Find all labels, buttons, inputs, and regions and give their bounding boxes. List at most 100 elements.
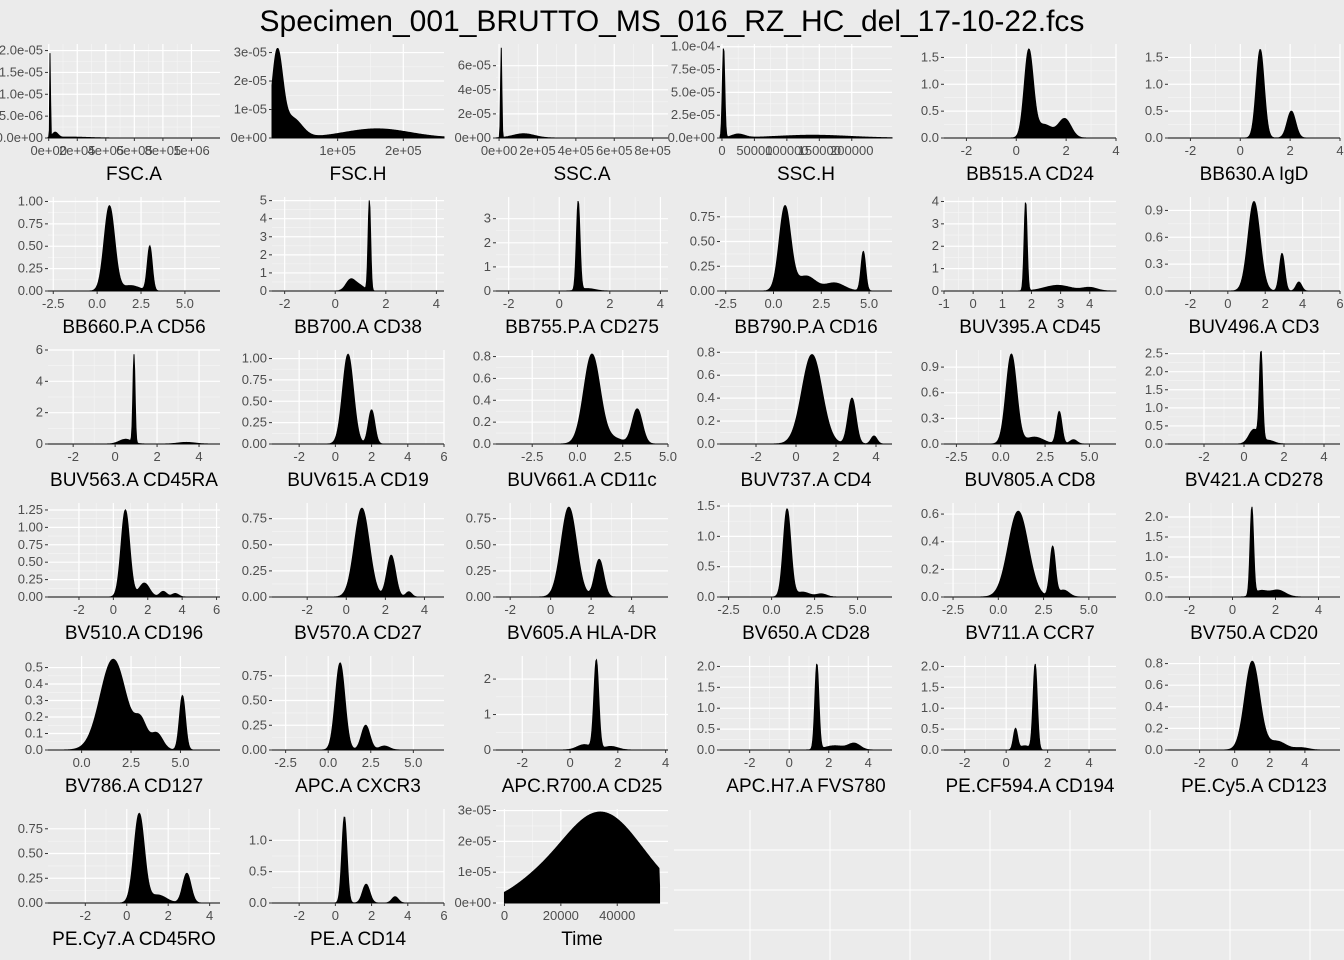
y-tick-label: 4	[260, 211, 267, 226]
x-tick-label: -2.5	[42, 296, 64, 311]
y-tick-label: 0.00	[466, 589, 491, 604]
x-tick-label: 2.5	[812, 296, 830, 311]
y-tick-label: 1.25	[18, 502, 43, 517]
x-tick-label: 4	[404, 449, 411, 464]
y-tick-label: 0.6	[697, 367, 715, 382]
x-tick-label: 4	[1112, 143, 1119, 158]
x-axis-label: BV605.A HLA-DR	[507, 623, 657, 644]
x-axis-label: Time	[561, 929, 603, 950]
density-curve	[720, 205, 892, 292]
density-panel-fsc-a: 0.0e+00 5.0e-06 1.0e-05 1.5e-05 2.0e-05 0e+00…	[0, 43, 220, 185]
x-tick-label: 2	[165, 908, 172, 923]
density-curve	[272, 662, 444, 751]
x-tick-label: 0e+00	[481, 143, 518, 158]
x-axis-label: BV711.A CCR7	[965, 623, 1095, 644]
y-tick-label: 0.3	[1145, 256, 1163, 271]
x-tick-label: 200000	[830, 143, 873, 158]
y-tick-label: 0e+00	[454, 130, 491, 145]
x-tick-label: -1	[938, 296, 950, 311]
y-tick-label: 1.00	[18, 193, 43, 208]
x-tick-label: 8e+05	[634, 143, 671, 158]
x-tick-label: 2	[587, 602, 594, 617]
x-tick-label: 0	[112, 449, 119, 464]
y-tick-label: 5.0e-06	[0, 108, 43, 123]
y-tick-label: 0.0	[1145, 436, 1163, 451]
x-tick-label: 1e+05	[319, 143, 356, 158]
y-tick-label: 2.0	[697, 658, 715, 673]
x-tick-label: 150000	[798, 143, 841, 158]
y-tick-label: 6	[36, 342, 43, 357]
x-tick-label: 4	[433, 296, 440, 311]
y-tick-label: 0.8	[473, 349, 491, 364]
x-tick-label: 2	[144, 602, 151, 617]
y-tick-label: 0.0	[921, 742, 939, 757]
x-tick-label: -2	[750, 449, 762, 464]
y-tick-label: 4	[932, 193, 939, 208]
y-tick-label: 1e-05	[234, 102, 267, 117]
x-tick-label: -2	[301, 602, 313, 617]
x-tick-label: 0	[556, 296, 563, 311]
panel-background	[496, 44, 668, 138]
y-tick-label: 0.75	[690, 209, 715, 224]
x-axis-label: BB660.P.A CD56	[62, 317, 205, 338]
y-tick-label: 0.75	[242, 372, 267, 387]
x-tick-label: 0.0	[568, 449, 586, 464]
x-tick-label: 4	[421, 602, 428, 617]
y-tick-label: 3e-05	[458, 803, 491, 818]
x-axis-label: BV786.A CD127	[65, 776, 203, 797]
y-tick-label: 0.00	[242, 589, 267, 604]
x-axis-label: BUV496.A CD3	[1189, 317, 1320, 338]
y-tick-label: 0.5	[697, 559, 715, 574]
y-tick-label: 0.3	[921, 410, 939, 425]
density-curve	[271, 47, 445, 139]
density-curve	[720, 663, 892, 751]
x-tick-label: 20000	[543, 908, 579, 923]
y-tick-label: 3e-05	[234, 45, 267, 60]
y-tick-label: 1	[260, 265, 267, 280]
density-panel-buv496-a-cd3: 0.0 0.3 0.6 0.9 -2 0 2 4 6 BUV496.A CD3	[1145, 197, 1344, 338]
y-tick-label: 2e-05	[458, 833, 491, 848]
y-tick-label: 1e-05	[458, 864, 491, 879]
density-curve	[496, 658, 668, 751]
x-tick-label: 0e+00	[30, 143, 67, 158]
density-curve	[1168, 660, 1340, 751]
y-tick-label: 0.50	[242, 393, 267, 408]
y-tick-label: 0.5	[25, 660, 43, 675]
density-curve	[1168, 350, 1340, 445]
y-tick-label: 0.4	[1145, 699, 1163, 714]
density-curve	[495, 47, 668, 139]
x-tick-label: 0.0	[763, 602, 781, 617]
density-curve	[496, 353, 668, 445]
y-tick-label: 0.8	[1145, 656, 1163, 671]
y-tick-label: 0.4	[697, 390, 715, 405]
y-tick-label: 5	[260, 193, 267, 208]
x-tick-label: 0	[1224, 296, 1231, 311]
y-tick-label: 0.0e+00	[668, 130, 715, 145]
x-tick-label: 2.5	[614, 449, 632, 464]
y-tick-label: 0.75	[18, 821, 43, 836]
panel-background	[1168, 350, 1340, 444]
y-tick-label: 0.0	[697, 589, 715, 604]
x-tick-label: 5.0	[171, 755, 189, 770]
y-tick-label: 0.00	[18, 589, 43, 604]
y-tick-label: 2e-05	[458, 106, 491, 121]
x-tick-label: 0.0	[319, 755, 337, 770]
x-tick-label: 5.0	[1080, 449, 1098, 464]
y-tick-label: 0.5	[249, 864, 267, 879]
x-axis-label: BB790.P.A CD16	[734, 317, 877, 338]
x-axis-label: APC.R700.A CD25	[502, 776, 663, 797]
y-tick-label: 0.0	[1145, 742, 1163, 757]
density-panel-apc-a-cxcr3: 0.00 0.25 0.50 0.75 -2.5 0.0 2.5 5.0 APC.A CXCR3	[242, 656, 444, 797]
x-tick-label: 0	[1237, 143, 1244, 158]
x-tick-label: 2	[614, 755, 621, 770]
panel-background	[944, 656, 1116, 750]
x-axis-label: PE.A CD14	[310, 929, 407, 950]
y-tick-label: 0.6	[921, 385, 939, 400]
x-tick-label: 4	[206, 908, 213, 923]
x-axis-label: SSC.H	[777, 164, 835, 185]
y-tick-label: 1.0	[697, 700, 715, 715]
y-tick-label: 0e+00	[230, 130, 267, 145]
x-tick-label: 4	[1086, 296, 1093, 311]
